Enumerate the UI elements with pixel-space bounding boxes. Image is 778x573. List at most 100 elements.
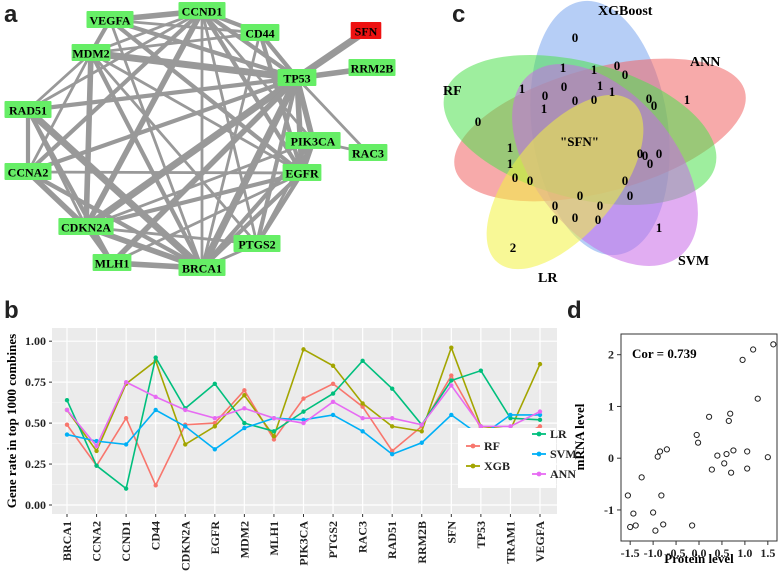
edge-tp53-ptgs2 [254, 75, 300, 247]
scatter-point [723, 450, 730, 458]
chart-ylabel: Gene rate in top 1000 combines [4, 334, 19, 508]
legend-label: ANN [550, 467, 576, 481]
series-point [508, 415, 513, 421]
scatter-annotation: Cor = 0.739 [632, 346, 697, 361]
series-point [94, 448, 99, 454]
chart-legend: RF XGB LR SVM ANN [458, 427, 577, 488]
venn-region-value: 1 [560, 60, 567, 75]
edge-tp53-cdkn2a [82, 74, 301, 231]
venn-region-value: 1 [507, 140, 514, 155]
x-tick-label: MDM2 [237, 521, 251, 558]
scatter-point [739, 356, 746, 363]
node-label: CD44 [245, 27, 274, 41]
node-box [277, 69, 317, 86]
legend-item-svm: SVM [532, 447, 577, 461]
scatter-points [624, 341, 777, 534]
series-point [389, 448, 395, 454]
node-box [58, 218, 114, 235]
edge-cd44-mdm2 [89, 31, 262, 55]
series-point [330, 412, 336, 418]
legend-label: XGB [484, 459, 510, 473]
series-point [153, 407, 158, 413]
ppi-network: VEGFA CCND1 CD44 SFN MDM2 RRM2B TP53 RAD51 PIK3C… [4, 2, 396, 276]
scatter-y-tick-label: 1 [608, 399, 614, 413]
x-tick-label: PIK3CA [297, 521, 311, 566]
series-point [360, 358, 365, 364]
series-point [419, 429, 424, 434]
node-label: TP53 [283, 72, 310, 86]
series-point [123, 486, 129, 491]
series-point [449, 383, 454, 388]
node-egfr: EGFR [282, 164, 322, 181]
series-point [330, 399, 336, 404]
series-point [271, 415, 277, 421]
series-point [242, 388, 247, 393]
series-point [389, 386, 395, 391]
edge-tp53-rad51 [25, 75, 300, 113]
venn-set-rf: RF [443, 84, 462, 99]
edge-pik3ca-brca1 [199, 138, 316, 271]
node-box [86, 11, 134, 28]
node-label: MDM2 [72, 47, 109, 61]
series-point [330, 391, 336, 396]
series-point [419, 440, 424, 445]
venn-region-value: 0 [622, 67, 629, 82]
series-point [183, 424, 188, 429]
legend-marker [470, 463, 476, 469]
network-nodes: VEGFA CCND1 CD44 SFN MDM2 RRM2B TP53 RAD51 PIK3C… [4, 2, 396, 276]
scatter-point [721, 460, 728, 467]
node-label: CCNA2 [8, 166, 49, 180]
series-point [537, 412, 543, 418]
venn-region-value: 0 [627, 188, 634, 203]
series-point [330, 363, 336, 368]
venn-center-label: "SFN" [560, 134, 599, 149]
scatter-point [654, 453, 661, 460]
scatter-ylabel: mRNA level [572, 403, 587, 470]
series-lr [64, 355, 543, 491]
edge-ccna2-egfr [26, 170, 304, 175]
x-tick-label: CCNA2 [90, 521, 104, 562]
scatter-point [708, 466, 715, 473]
node-ccna2: CCNA2 [4, 163, 52, 180]
series-point [271, 437, 277, 442]
venn-region-value: 1 [597, 78, 604, 93]
x-tick-label: EGFR [208, 521, 222, 555]
series-point [419, 422, 424, 427]
venn-set-svm: SVM [678, 254, 709, 269]
edge-vegfa-tp53 [107, 17, 300, 81]
node-pik3ca: PIK3CA [285, 132, 341, 149]
node-label: EGFR [285, 167, 319, 181]
scatter-axes: -1.5 -1.0 -0.5 0.0 0.5 1.0 1.5 -1 0 1 2 [604, 348, 775, 560]
chart-series [64, 345, 543, 491]
venn-region-value: 0 [542, 88, 549, 103]
venn-region-value: 1 [609, 84, 616, 99]
node-ptgs2: PTGS2 [233, 235, 281, 252]
scatter-x-tick-label: -1.0 [644, 546, 663, 560]
venn-set-lr: LR [538, 271, 558, 286]
node-box [178, 2, 226, 19]
scatter-x-tick-label: -1.5 [621, 546, 640, 560]
series-point [242, 393, 247, 398]
gene-rate-chart: 0.00 0.25 0.50 0.75 1.00 BRCA1 CCNA2 CCND1 CD44 C… [4, 328, 577, 571]
series-point [183, 407, 188, 413]
x-tick-label: CD44 [149, 521, 163, 550]
scatter-point [638, 474, 645, 481]
series-point [449, 378, 454, 383]
node-box [178, 259, 226, 276]
series-point [537, 424, 543, 429]
venn-ellipse-lr [486, 94, 644, 270]
venn-region-value: 0 [647, 156, 654, 171]
series-point [242, 420, 247, 426]
legend-item-rf: RF [466, 439, 500, 453]
edge-egfr-ptgs2 [254, 170, 305, 247]
series-svm [64, 407, 543, 457]
scatter-point [658, 492, 665, 499]
scatter-point [744, 465, 751, 472]
edge-pik3ca-cdkn2a [84, 139, 315, 229]
edge-tp53-ccna2 [25, 75, 300, 175]
series-point [478, 368, 484, 373]
node-box [348, 59, 396, 76]
venn-region-value: 0 [577, 188, 584, 203]
